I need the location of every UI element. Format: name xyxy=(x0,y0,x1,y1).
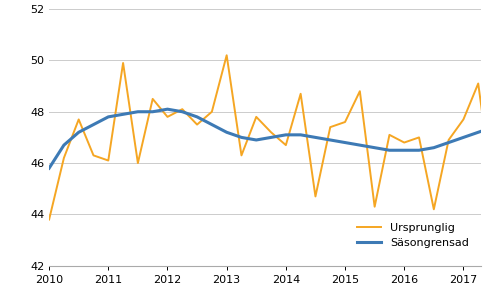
Ursprunglig xyxy=(164,115,170,119)
Ursprunglig xyxy=(490,192,491,196)
Ursprunglig xyxy=(135,161,141,165)
Ursprunglig xyxy=(150,97,156,101)
Säsongrensad xyxy=(120,113,126,116)
Ursprunglig xyxy=(224,53,230,57)
Säsongrensad xyxy=(106,115,111,119)
Säsongrensad xyxy=(61,143,67,147)
Säsongrensad xyxy=(253,138,259,142)
Säsongrensad xyxy=(268,136,274,139)
Säsongrensad xyxy=(298,133,303,137)
Ursprunglig xyxy=(446,138,452,142)
Ursprunglig xyxy=(209,110,215,114)
Ursprunglig xyxy=(283,143,289,147)
Säsongrensad xyxy=(386,149,392,152)
Ursprunglig xyxy=(416,136,422,139)
Ursprunglig xyxy=(239,154,245,157)
Säsongrensad xyxy=(446,141,452,144)
Ursprunglig xyxy=(106,159,111,162)
Säsongrensad xyxy=(461,136,466,139)
Ursprunglig xyxy=(179,108,185,111)
Säsongrensad xyxy=(327,138,333,142)
Säsongrensad xyxy=(475,130,481,134)
Säsongrensad xyxy=(194,115,200,119)
Ursprunglig xyxy=(357,89,363,93)
Ursprunglig xyxy=(298,92,303,95)
Ursprunglig xyxy=(386,133,392,137)
Säsongrensad xyxy=(342,141,348,144)
Säsongrensad xyxy=(416,149,422,152)
Säsongrensad xyxy=(164,108,170,111)
Säsongrensad xyxy=(431,146,437,149)
Ursprunglig xyxy=(342,120,348,124)
Line: Ursprunglig: Ursprunglig xyxy=(49,55,491,220)
Ursprunglig xyxy=(253,115,259,119)
Säsongrensad xyxy=(90,123,96,127)
Ursprunglig xyxy=(475,82,481,85)
Legend: Ursprunglig, Säsongrensad: Ursprunglig, Säsongrensad xyxy=(350,216,476,255)
Säsongrensad xyxy=(490,125,491,129)
Ursprunglig xyxy=(90,154,96,157)
Säsongrensad xyxy=(179,110,185,114)
Ursprunglig xyxy=(76,118,82,121)
Säsongrensad xyxy=(357,143,363,147)
Säsongrensad xyxy=(209,123,215,127)
Säsongrensad xyxy=(372,146,378,149)
Säsongrensad xyxy=(283,133,289,137)
Säsongrensad xyxy=(150,110,156,114)
Säsongrensad xyxy=(76,130,82,134)
Säsongrensad xyxy=(239,136,245,139)
Ursprunglig xyxy=(372,205,378,209)
Säsongrensad xyxy=(135,110,141,114)
Säsongrensad xyxy=(401,149,407,152)
Säsongrensad xyxy=(312,136,318,139)
Ursprunglig xyxy=(401,141,407,144)
Ursprunglig xyxy=(268,130,274,134)
Säsongrensad xyxy=(46,166,52,170)
Ursprunglig xyxy=(461,118,466,121)
Ursprunglig xyxy=(61,156,67,160)
Ursprunglig xyxy=(312,195,318,198)
Ursprunglig xyxy=(46,218,52,221)
Ursprunglig xyxy=(327,125,333,129)
Ursprunglig xyxy=(120,61,126,65)
Ursprunglig xyxy=(431,207,437,211)
Säsongrensad xyxy=(224,130,230,134)
Ursprunglig xyxy=(194,123,200,127)
Line: Säsongrensad: Säsongrensad xyxy=(49,101,491,168)
